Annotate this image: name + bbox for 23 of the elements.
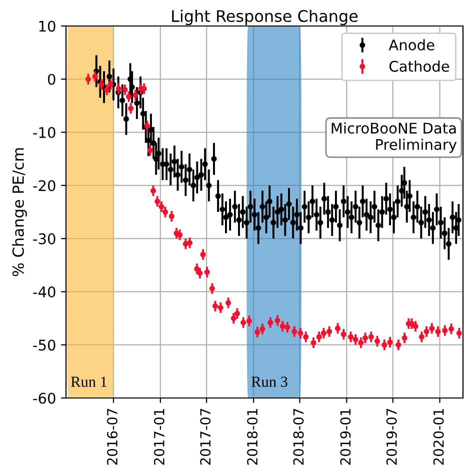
chart-title: Light Response Change	[172, 10, 358, 26]
x-tick-label: 2017-01	[154, 409, 164, 465]
x-tick-label: 2016-07	[106, 408, 118, 465]
y-tick-label: -20	[33, 180, 56, 192]
legend-label: Anode	[388, 39, 434, 50]
y-axis-title: % Change PE/cm	[12, 148, 27, 276]
x-tick-label: 2019-01	[340, 409, 351, 465]
annotation: MicroBooNE Data Preliminary	[332, 122, 457, 153]
x-tick-label: 2018-07	[293, 408, 304, 465]
y-tick-label: 0	[48, 74, 56, 85]
y-tick-label: 10	[39, 20, 56, 32]
x-tick-label: 2018-01	[247, 409, 258, 465]
band-label: Run 1	[70, 376, 107, 387]
y-tick-label: -60	[33, 392, 56, 404]
band-label: Run 3	[251, 376, 288, 387]
y-tick-label: -50	[33, 340, 56, 351]
y-tick-label: -30	[33, 233, 56, 244]
x-tick-label: 2020-01	[433, 409, 444, 465]
y-tick-label: -40	[33, 286, 56, 298]
x-tick-label: 2017-07	[200, 408, 211, 465]
legend-label: Cathode	[389, 60, 450, 72]
y-tick-label: -10	[33, 127, 56, 138]
x-tick-label: 2019-07	[386, 408, 397, 465]
